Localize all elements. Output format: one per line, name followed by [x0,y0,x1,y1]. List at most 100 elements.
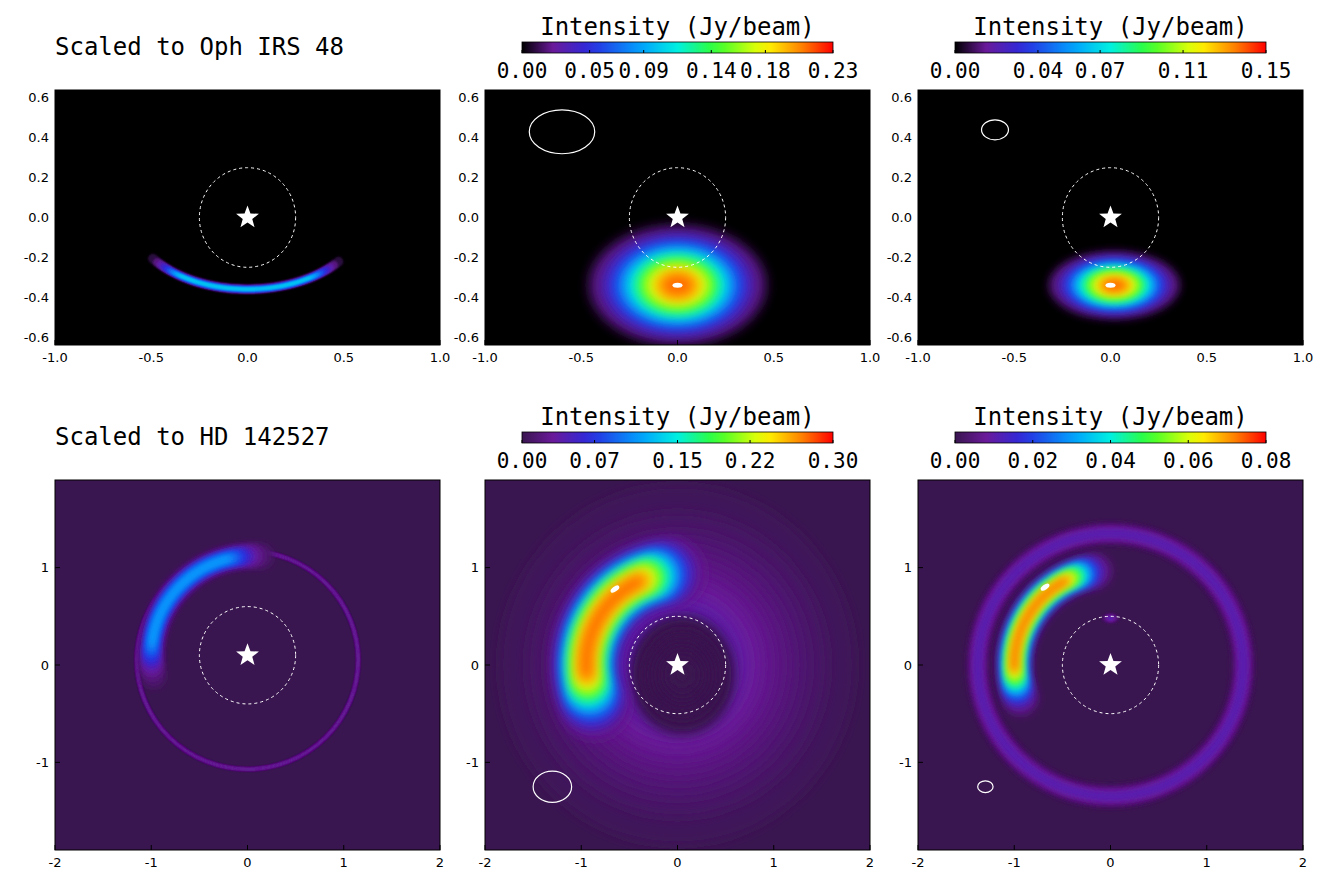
plot-background [918,480,1303,850]
intensity-ring [978,534,1244,797]
intensity-blob [654,269,702,301]
dashed-circle [629,168,725,268]
intensity-ring [137,551,358,769]
intensity-arc [1014,571,1094,698]
x-tick [581,845,582,850]
intensity-blob [636,257,718,313]
y-tick-label: 0.0 [891,210,912,225]
plot-area [153,168,339,290]
x-tick-label: -0.5 [139,350,164,365]
colorbar-label: Intensity (Jy/beam) [540,403,815,431]
x-tick [1110,340,1111,345]
y-tick [55,762,60,763]
x-tick [343,845,344,850]
y-tick [918,337,923,338]
y-tick [485,217,490,218]
intensity-blob [658,647,707,703]
peak-marker [1106,283,1116,288]
intensity-blob [1076,265,1154,305]
dashed-circle [199,607,295,704]
x-tick [151,340,152,345]
x-tick [773,340,774,345]
x-tick-label: 1 [770,855,778,870]
intensity-arc [586,575,656,692]
plot-background [485,90,870,345]
intensity-arc [1014,577,1074,679]
x-tick-label: 2 [436,855,444,870]
intensity-blob [1097,276,1132,294]
colorbar-tick [1183,50,1184,53]
intensity-arc [151,557,236,651]
intensity-ring [978,534,1244,797]
intensity-blob [1108,617,1113,620]
intensity-ring [137,551,358,769]
y-tick-label: -1 [466,755,479,770]
star [1099,206,1122,228]
colorbar-tick-label: 0.23 [808,59,859,83]
intensity-arc [1014,575,1079,683]
colorbar-tick [711,50,712,53]
star [236,643,259,665]
panel: -1.0-0.50.00.51.0-0.6-0.4-0.20.00.20.40.… [454,13,881,365]
x-tick-label: -2 [479,855,492,870]
dashed-circle [1062,616,1158,713]
colorbar-tick-label: 0.07 [569,449,620,473]
intensity-arc [163,266,328,289]
x-tick-label: -1 [575,855,588,870]
x-tick-label: -0.5 [569,350,594,365]
dashed-circle [629,616,725,713]
y-tick-label: 1 [471,560,479,575]
plot-background [55,480,440,850]
colorbar-tick [522,440,523,443]
x-tick-label: 0.0 [237,350,258,365]
x-tick [440,845,441,850]
intensity-blob [654,643,710,707]
frame [918,90,1303,345]
colorbar-tick-label: 0.08 [1241,449,1292,473]
intensity-arc [170,271,320,290]
y-tick-label: 0 [904,658,912,673]
colorbar-tick-label: 0.06 [1163,449,1214,473]
intensity-blob [1105,615,1116,622]
y-tick [918,665,923,666]
x-tick [1303,845,1304,850]
colorbar-tick-label: 0.00 [930,449,981,473]
plot-area [982,120,1180,319]
x-tick [55,845,56,850]
y-tick [55,137,60,138]
intensity-ring [978,534,1244,797]
y-tick-label: -0.6 [24,330,49,345]
intensity-blob [647,635,717,715]
x-tick-label: 2 [866,855,874,870]
intensity-blob [545,530,811,799]
x-tick-label: -0.5 [1002,350,1027,365]
intensity-arc [172,272,318,289]
intensity-blob [642,261,714,309]
y-tick-label: 1 [904,560,912,575]
y-tick [55,337,60,338]
y-tick [485,137,490,138]
x-tick [870,340,871,345]
intensity-blob [647,265,707,306]
colorbar-tick-label: 0.00 [930,59,981,83]
y-tick-label: -1 [36,755,49,770]
y-tick [55,297,60,298]
colorbar-tick [1266,440,1267,443]
x-tick-label: 0.0 [1100,350,1121,365]
x-tick-label: 1.0 [860,350,881,365]
x-tick-label: 1 [340,855,348,870]
intensity-arc [586,579,644,679]
intensity-arc [1014,574,1081,686]
colorbar-tick [1266,50,1267,53]
intensity-arc [586,574,660,694]
intensity-arc [586,578,647,682]
x-tick [1206,340,1207,345]
colorbar-tick-label: 0.22 [725,449,776,473]
intensity-blob [1107,616,1114,620]
y-tick-label: 0.2 [458,170,479,185]
colorbar-tick-label: 0.07 [1075,59,1126,83]
colorbar-tick [1037,50,1038,53]
y-tick [485,257,490,258]
x-tick [918,340,919,345]
x-tick [247,340,248,345]
